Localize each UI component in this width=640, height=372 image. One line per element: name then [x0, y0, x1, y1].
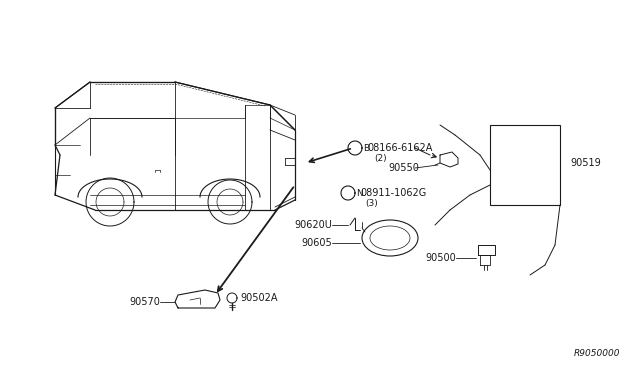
Text: 90605: 90605: [301, 238, 332, 248]
Text: 90570: 90570: [129, 297, 160, 307]
Text: 90519: 90519: [570, 158, 601, 168]
Text: 90500: 90500: [425, 253, 456, 263]
Text: (2): (2): [374, 154, 387, 163]
Text: 90502A: 90502A: [240, 293, 278, 303]
Text: N: N: [356, 189, 363, 198]
Text: 90550: 90550: [388, 163, 419, 173]
Text: 08166-6162A: 08166-6162A: [367, 143, 433, 153]
Text: 90620U: 90620U: [294, 220, 332, 230]
Text: B: B: [363, 144, 369, 153]
Text: (3): (3): [365, 199, 378, 208]
Bar: [490, 125, 560, 205]
Text: 08911-1062G: 08911-1062G: [360, 188, 426, 198]
Text: R9050000: R9050000: [573, 349, 620, 358]
